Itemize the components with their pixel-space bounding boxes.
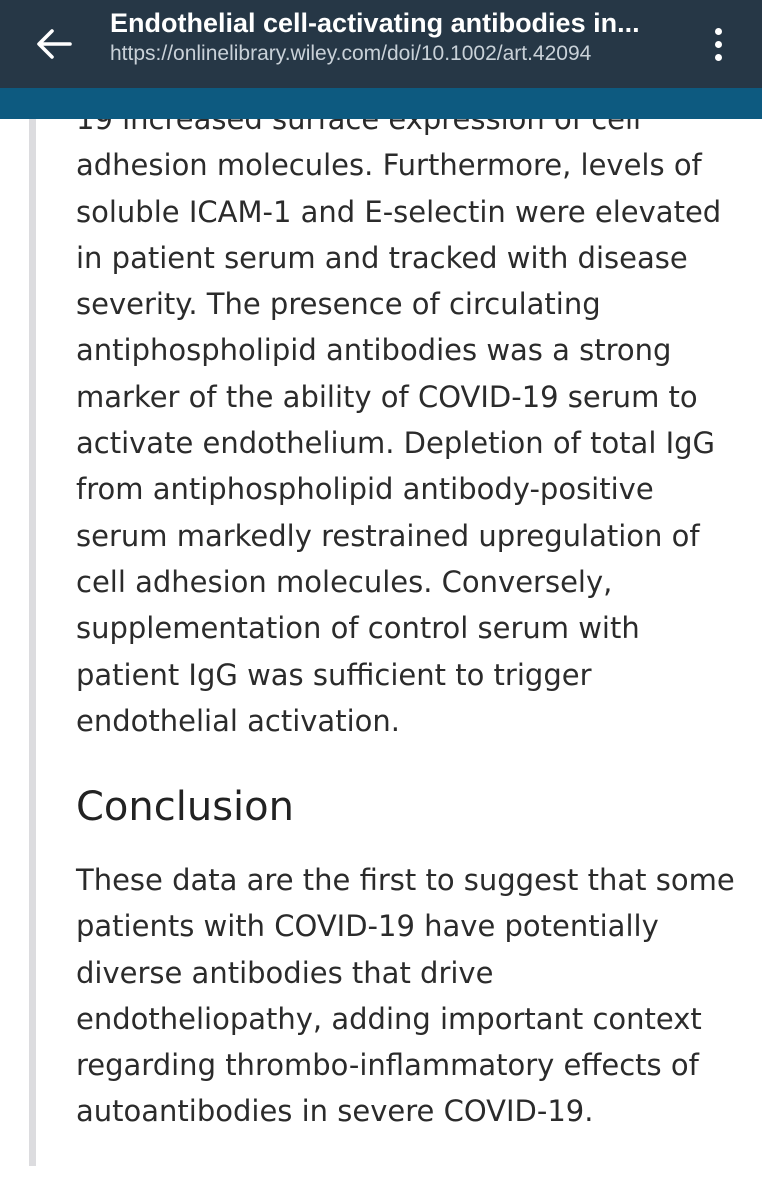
page-url[interactable]: https://onlinelibrary.wiley.com/doi/10.1… — [110, 42, 592, 65]
toolbar-titles: Endothelial cell-activating antibodies i… — [110, 6, 700, 68]
conclusion-paragraph: These data are the first to suggest that… — [76, 863, 735, 1129]
arrow-left-icon — [37, 29, 72, 59]
more-vertical-icon-dot — [714, 40, 722, 48]
site-header-strip — [0, 88, 762, 119]
back-button[interactable] — [28, 18, 80, 70]
section-left-rule — [29, 119, 36, 1166]
custom-tab-toolbar: Endothelial cell-activating antibodies i… — [0, 0, 762, 88]
more-options-button[interactable] — [700, 14, 736, 74]
conclusion-heading: Conclusion — [76, 784, 294, 830]
results-paragraph: 19 increased surface expression of cell … — [76, 119, 722, 738]
more-vertical-icon — [714, 27, 722, 35]
more-vertical-icon-dot — [714, 53, 722, 61]
page-title: Endothelial cell-activating antibodies i… — [110, 8, 640, 38]
article-body[interactable]: 19 increased surface expression of cell … — [0, 119, 762, 1200]
